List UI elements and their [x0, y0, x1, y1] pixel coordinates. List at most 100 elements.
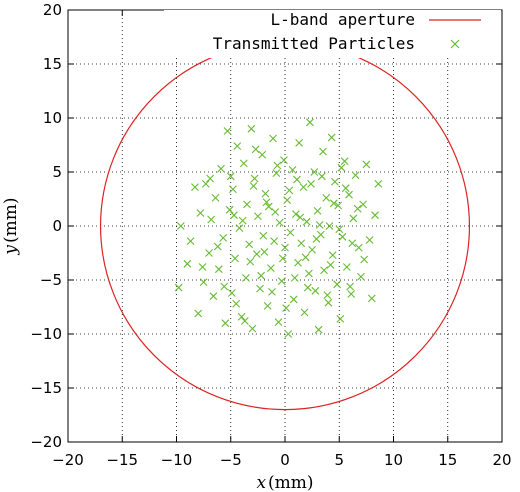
particle-point [371, 211, 379, 220]
particle-point [213, 242, 222, 251]
particle-point [340, 157, 349, 166]
x-axis-label: x (mm) [256, 473, 313, 492]
particle-point [260, 248, 269, 256]
particle-point [259, 231, 268, 240]
particle-point [282, 304, 290, 312]
particle-point [325, 222, 334, 230]
particle-point [353, 204, 362, 213]
particle-point [230, 211, 238, 220]
particle-point [290, 273, 299, 282]
y-axis-label: y (mm) [1, 197, 21, 255]
x-tick-label: 10 [384, 451, 403, 469]
y-tick-label: −20 [30, 433, 62, 451]
particle-points-layer [174, 118, 383, 338]
x-tick-label: 5 [334, 451, 344, 469]
y-tick-label: 0 [52, 217, 62, 235]
particle-point [338, 232, 347, 241]
particle-point [349, 214, 358, 223]
particle-point [249, 182, 258, 190]
x-tick-label: −15 [106, 451, 138, 469]
particle-point [196, 209, 205, 217]
particle-point [293, 175, 301, 184]
particle-point [227, 289, 236, 297]
particle-point [315, 221, 324, 229]
particle-point [238, 216, 247, 225]
particle-point [313, 206, 322, 215]
legend: L-band aperture Transmitted Particles [164, 10, 501, 58]
particle-point [322, 194, 331, 202]
particle-point [256, 284, 264, 293]
x-tick-labels: −20 −15 −10 −5 0 5 10 15 20 [52, 451, 511, 469]
particle-point [336, 314, 345, 323]
particle-point [205, 249, 213, 257]
legend-swatch-particles [450, 39, 460, 49]
particle-point [320, 266, 328, 275]
legend-label-aperture: L-band aperture [271, 10, 416, 29]
particle-point [312, 235, 321, 243]
particle-point [288, 165, 297, 174]
y-tick-label: 20 [43, 1, 62, 19]
particle-point [301, 253, 310, 262]
particle-point [268, 287, 276, 296]
particle-point [198, 263, 207, 271]
y-tick-label: 10 [43, 109, 62, 127]
particle-point [294, 258, 302, 267]
particle-point [280, 156, 288, 165]
particle-point [283, 196, 292, 204]
particle-point [232, 299, 241, 308]
particle-point [269, 134, 277, 143]
x-tick-label: −20 [52, 451, 84, 469]
particle-point [281, 243, 289, 252]
particle-point [183, 259, 192, 268]
particle-point [219, 233, 228, 242]
particle-point [307, 179, 315, 188]
particle-point [328, 251, 337, 260]
particle-point [334, 201, 343, 210]
particle-point [250, 174, 259, 183]
particle-point [253, 212, 262, 221]
particle-point [214, 265, 223, 274]
particle-point [252, 250, 261, 258]
particle-point [357, 272, 365, 281]
particle-point [220, 282, 229, 291]
particle-point [217, 164, 225, 173]
particle-point [273, 161, 282, 170]
particle-point [310, 168, 319, 176]
particle-point [225, 205, 234, 214]
particle-point [267, 264, 275, 273]
particle-point [295, 138, 303, 147]
particle-point [261, 189, 270, 198]
particle-point [229, 185, 237, 194]
y-tick-label: −10 [30, 325, 62, 343]
particle-point [341, 184, 350, 193]
particle-point [262, 198, 271, 207]
particle-point [207, 215, 216, 224]
particle-point [296, 213, 305, 222]
x-tick-label: −5 [220, 451, 242, 469]
particle-point [289, 295, 298, 304]
particle-point [285, 186, 294, 195]
particle-point [345, 190, 353, 199]
particle-point [211, 194, 220, 202]
particle-point [359, 200, 368, 209]
particle-point [247, 124, 256, 133]
particle-point [367, 294, 376, 303]
particle-point [314, 325, 323, 334]
particle-point [226, 172, 235, 181]
grid-lines [68, 10, 502, 442]
particle-point [271, 208, 280, 216]
particle-point [239, 159, 248, 168]
particle-point [299, 183, 308, 192]
particle-point [291, 210, 300, 219]
particle-point [221, 319, 230, 328]
particle-point [337, 163, 346, 172]
particle-point [333, 280, 341, 289]
particle-point [242, 273, 250, 282]
y-axis-unit: (mm) [1, 197, 21, 243]
particle-point [365, 236, 374, 244]
particle-point [223, 127, 232, 135]
particle-point [257, 271, 266, 280]
particle-point [194, 309, 203, 318]
particle-point [246, 257, 255, 266]
